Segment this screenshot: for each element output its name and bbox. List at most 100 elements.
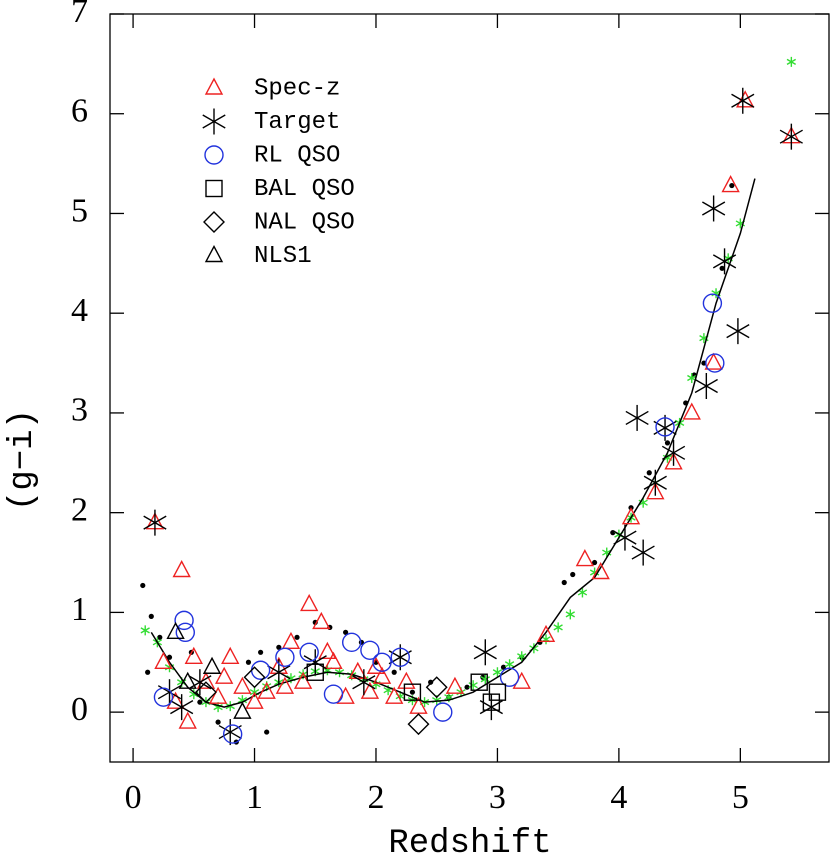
marker	[779, 123, 803, 150]
square	[482, 693, 501, 711]
y-tick-label: 5	[71, 192, 88, 229]
triangle	[336, 686, 355, 704]
marker	[712, 248, 737, 275]
marker	[250, 660, 271, 680]
legend-item: NAL QSO	[203, 209, 355, 236]
star-arm	[613, 530, 637, 545]
marker	[208, 686, 228, 704]
marker	[299, 642, 319, 662]
marker	[480, 674, 490, 685]
dot	[500, 664, 507, 670]
marker	[403, 683, 422, 701]
marker	[324, 651, 343, 669]
marker	[202, 108, 226, 135]
marker	[704, 352, 723, 370]
y-tick-label: 4	[71, 292, 88, 329]
marker	[294, 634, 300, 640]
star-arm	[468, 682, 478, 689]
marker	[591, 562, 610, 580]
marker	[188, 669, 212, 696]
y-tick-label: 2	[71, 491, 88, 528]
circle	[222, 724, 243, 744]
star-arm	[661, 445, 686, 460]
marker	[391, 669, 397, 675]
marker	[464, 684, 470, 690]
circle	[705, 353, 725, 373]
marker	[197, 699, 203, 705]
marker	[360, 640, 380, 660]
marker	[702, 195, 726, 222]
legend-item: BAL QSO	[205, 176, 355, 203]
triangle	[257, 681, 276, 699]
marker	[323, 684, 344, 704]
marker	[390, 647, 410, 667]
star-arm	[237, 697, 248, 704]
circle	[153, 687, 174, 707]
marker	[577, 587, 588, 598]
legend-label: NLS1	[254, 243, 312, 270]
marker	[281, 631, 301, 650]
dot	[719, 265, 725, 271]
dot	[245, 659, 252, 665]
star-arm	[140, 627, 150, 634]
triangle	[208, 686, 228, 704]
star-arm	[492, 669, 503, 676]
dot	[276, 644, 282, 650]
marker	[366, 656, 386, 674]
triangle	[318, 641, 337, 659]
dot	[157, 634, 163, 640]
triangle	[275, 676, 295, 694]
triangle	[202, 656, 222, 674]
y-axis-label: (g−i)	[4, 409, 42, 511]
triangle	[221, 646, 240, 664]
marker	[517, 651, 527, 662]
marker	[575, 549, 595, 567]
star-arm	[213, 704, 223, 711]
legend-label: NAL QSO	[254, 209, 355, 236]
marker	[140, 582, 146, 589]
marker	[701, 360, 707, 366]
dot	[646, 470, 652, 476]
marker	[178, 711, 197, 729]
marker	[352, 669, 376, 696]
marker	[318, 641, 337, 659]
star-arm	[694, 378, 718, 394]
circle	[433, 702, 453, 722]
marker	[205, 179, 223, 198]
marker	[341, 632, 362, 653]
marker	[500, 664, 507, 670]
triangle	[312, 611, 331, 630]
diamond	[243, 666, 266, 689]
triangle	[360, 681, 380, 699]
marker	[243, 666, 266, 689]
star-arm	[577, 589, 588, 596]
star-arm	[731, 93, 755, 108]
marker	[613, 524, 637, 551]
dot	[701, 360, 707, 366]
marker	[561, 579, 567, 586]
star-arm	[638, 499, 648, 506]
marker	[664, 452, 683, 470]
marker	[705, 353, 725, 373]
marker	[729, 182, 735, 189]
star-arm	[517, 653, 527, 660]
x-tick-label: 1	[246, 779, 263, 816]
diamond	[194, 681, 217, 704]
triangle	[204, 77, 224, 95]
dot	[166, 654, 173, 660]
circle	[299, 642, 319, 662]
star-arm	[267, 665, 291, 680]
marker	[275, 676, 295, 694]
triangle	[512, 671, 531, 689]
star-arm	[157, 685, 182, 700]
marker	[245, 691, 264, 709]
marker	[148, 613, 154, 619]
triangle	[536, 624, 556, 643]
dot	[391, 669, 397, 675]
marker	[153, 687, 174, 707]
circle	[250, 660, 271, 680]
marker	[565, 609, 575, 620]
triangle	[646, 482, 665, 500]
square	[470, 673, 488, 691]
marker	[204, 245, 224, 263]
